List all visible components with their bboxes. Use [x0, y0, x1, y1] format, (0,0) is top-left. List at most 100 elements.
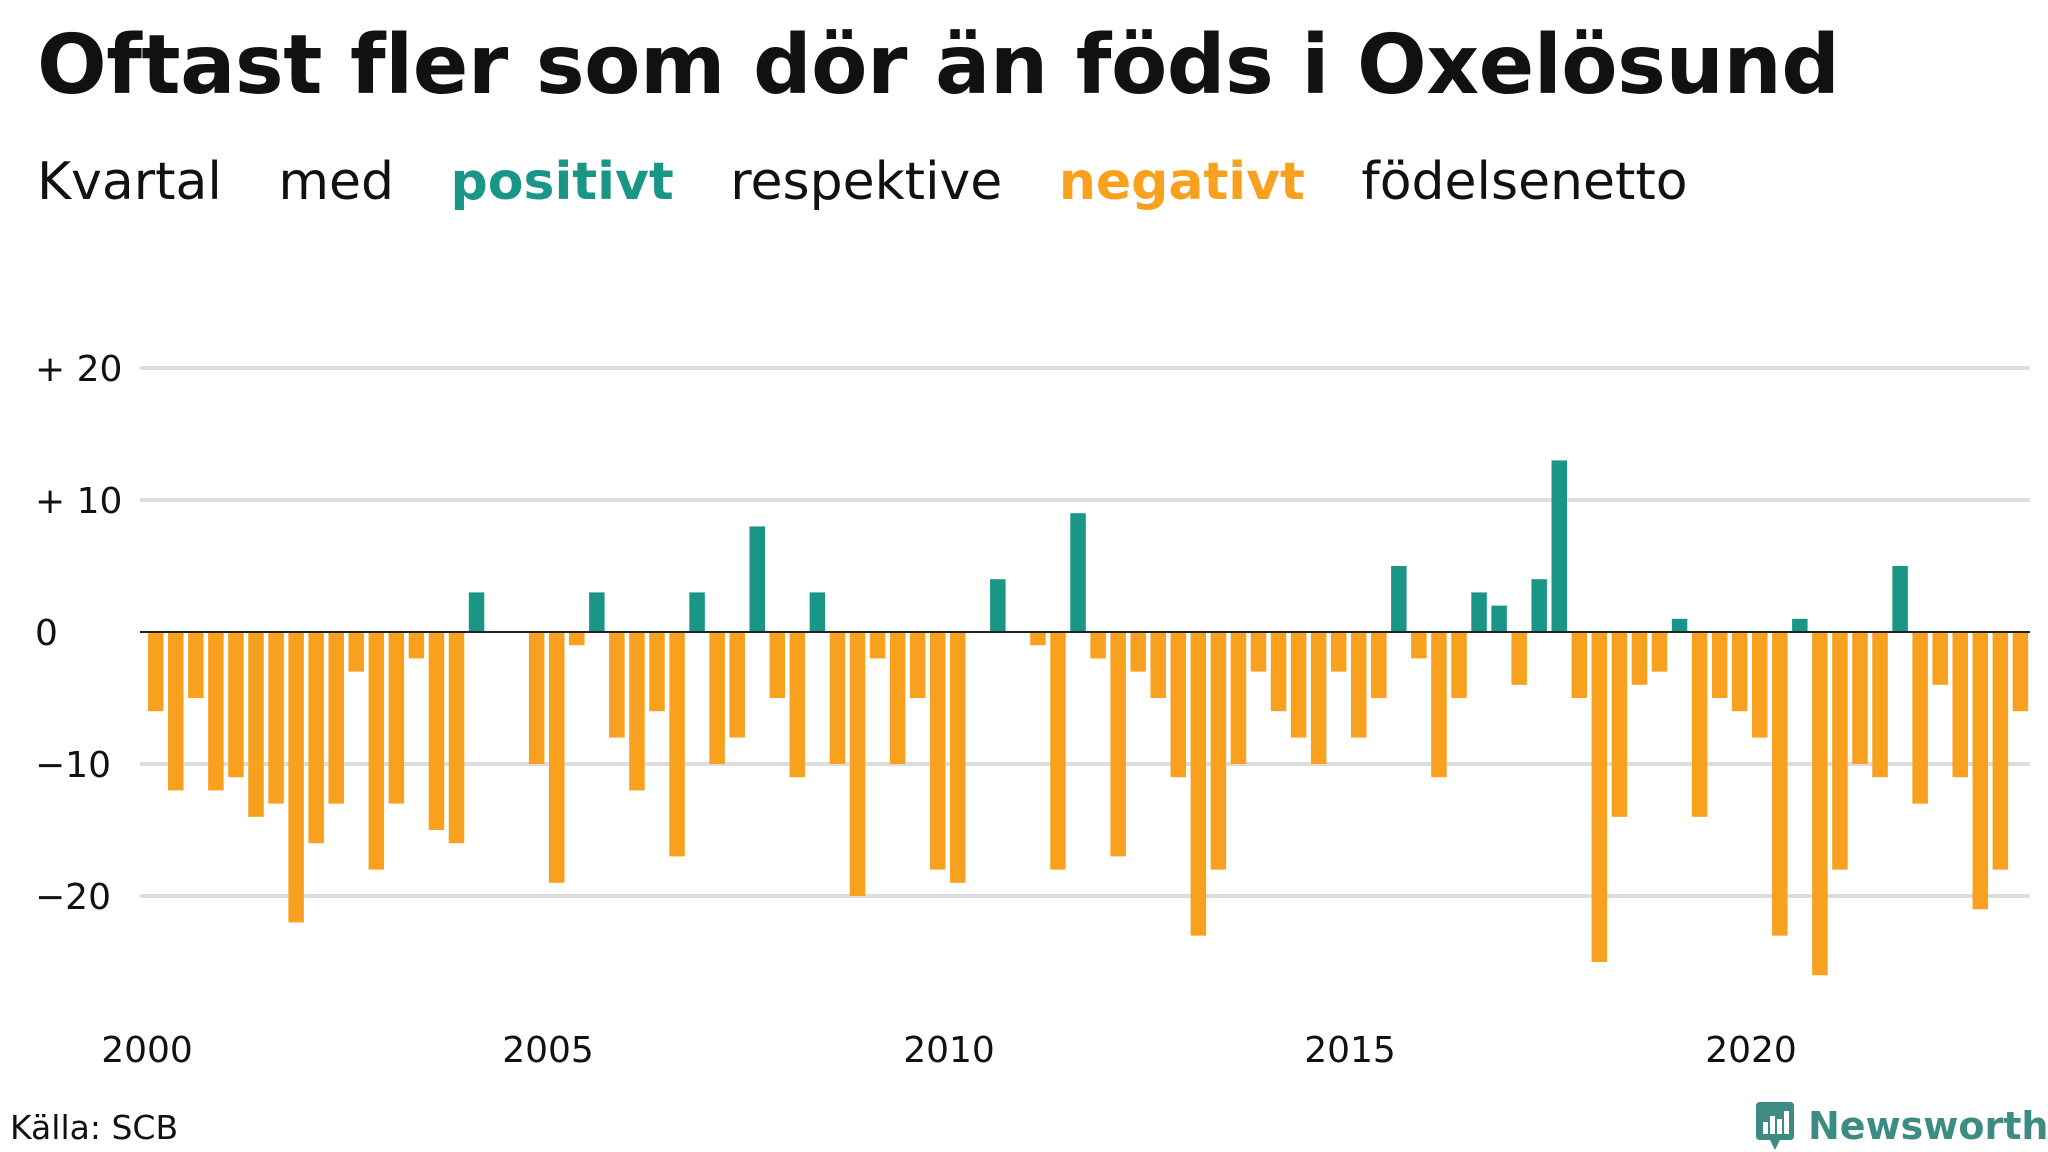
x-tick-label: 2005 [502, 1030, 594, 1071]
bar-negative [1230, 632, 1247, 764]
bar-negative [1150, 632, 1166, 698]
bar-negative [1210, 632, 1227, 870]
x-tick-label: 2015 [1304, 1030, 1396, 1071]
y-tick-label: −20 [35, 877, 111, 918]
x-tick-label: 2020 [1705, 1030, 1797, 1071]
bar-positive [809, 592, 826, 632]
bar-negative [669, 632, 685, 857]
bar-negative [1110, 632, 1126, 857]
bar-negative [1351, 632, 1367, 738]
bar-negative [248, 632, 264, 817]
bar-negative [789, 632, 806, 778]
bar-negative [1812, 632, 1828, 976]
bar-negative [1571, 632, 1588, 698]
bar-negative [1250, 632, 1267, 672]
bar-negative [950, 632, 966, 883]
bar-negative [1631, 632, 1648, 685]
bar-negative [1932, 632, 1948, 685]
bar-negative [228, 632, 244, 778]
subtitle-word-fodelsenetto: födelsenetto [1361, 152, 1688, 212]
bar-negative [148, 632, 164, 712]
x-tick-label: 2000 [101, 1030, 193, 1071]
bar-negative [1772, 632, 1788, 936]
bars [148, 460, 2029, 976]
bar-positive [1792, 618, 1808, 632]
y-tick-label: 0 [35, 613, 58, 654]
bar-negative [268, 632, 284, 804]
bar-negative [428, 632, 445, 830]
bar-negative [328, 632, 344, 804]
bar-negative [368, 632, 385, 870]
y-tick-label: + 10 [35, 481, 122, 522]
brand-logo: Newsworthy [1754, 1098, 2048, 1152]
bar-negative [1611, 632, 1628, 817]
bar-negative [889, 632, 906, 764]
axes: + 20 + 10 0 −10 −20 2000 2005 2010 2015 2020 [35, 349, 2030, 1071]
bar-positive [1491, 605, 1507, 632]
bar-positive [1551, 460, 1567, 632]
bar-negative [1952, 632, 1968, 778]
chart-title: Oftast fler som dör än föds i Oxelösund [37, 18, 1840, 113]
chart-subtitle: Kvartal med positivt respektive negativt… [37, 152, 1728, 212]
bar-negative [1431, 632, 1447, 778]
subtitle-word-respektive: respektive [730, 152, 1003, 212]
source-note: Källa: SCB [10, 1108, 179, 1147]
legend-positive: positivt [450, 152, 674, 212]
bar-negative [1270, 632, 1287, 712]
bar-negative [1511, 632, 1527, 685]
bar-negative [208, 632, 224, 791]
bar-negative [1030, 632, 1046, 646]
bar-positive [1471, 592, 1487, 632]
y-tick-label: −10 [35, 745, 111, 786]
bar-negative [1711, 632, 1728, 698]
bar-negative [1872, 632, 1888, 778]
bar-negative [1691, 632, 1708, 817]
bar-positive [1531, 579, 1547, 632]
bar-negative [1591, 632, 1608, 962]
bar-negative [1731, 632, 1748, 712]
bar-positive [1671, 618, 1688, 632]
bar-negative [2012, 632, 2029, 712]
bar-negative [1411, 632, 1427, 659]
bar-negative [609, 632, 625, 738]
bar-negative [1090, 632, 1106, 659]
bar-negative [1170, 632, 1187, 778]
bar-negative [1832, 632, 1848, 870]
bar-negative [1130, 632, 1146, 672]
x-tick-label: 2010 [903, 1030, 995, 1071]
bar-negative [1290, 632, 1307, 738]
bar-negative [1912, 632, 1928, 804]
bar-positive [990, 579, 1006, 632]
legend-negative: negativt [1058, 152, 1305, 212]
brand-name: Newsworthy [1808, 1104, 2048, 1148]
bar-negative [528, 632, 545, 764]
bar-negative [1050, 632, 1066, 870]
bar-positive [749, 526, 765, 632]
bar-negative [1310, 632, 1327, 764]
subtitle-word-kvartal: Kvartal [37, 152, 222, 212]
bar-negative [1852, 632, 1868, 764]
bar-negative [348, 632, 364, 672]
bar-negative [649, 632, 665, 712]
bar-negative [1992, 632, 2009, 870]
bar-negative [709, 632, 725, 764]
bar-negative [188, 632, 204, 698]
bar-negative [308, 632, 324, 844]
bar-negative [829, 632, 846, 764]
bar-negative [1651, 632, 1668, 672]
bar-negative [408, 632, 425, 659]
bar-positive [1070, 513, 1086, 632]
bar-negative [1371, 632, 1387, 698]
bar-negative [1190, 632, 1207, 936]
bar-negative [168, 632, 184, 791]
newsworthy-logo-icon [1756, 1102, 1794, 1150]
bar-negative [1972, 632, 1989, 910]
bar-negative [769, 632, 786, 698]
bar-negative [388, 632, 405, 804]
bar-negative [1752, 632, 1768, 738]
bar-negative [729, 632, 745, 738]
bar-negative [569, 632, 585, 646]
bar-negative [909, 632, 926, 698]
bar-negative [849, 632, 866, 896]
